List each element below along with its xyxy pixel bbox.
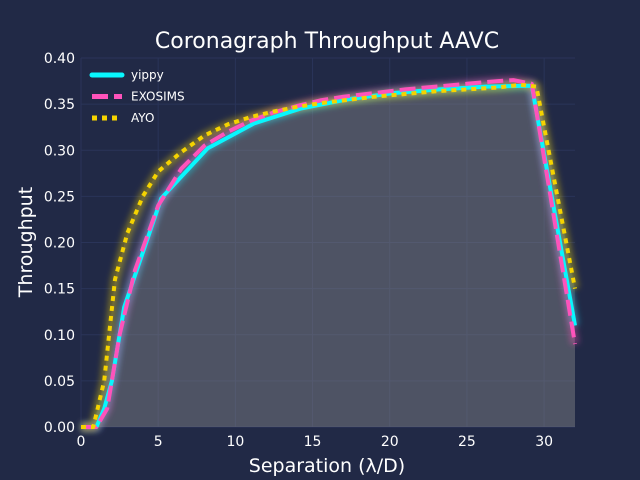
series-area-fill [81, 84, 575, 428]
x-tick-label: 20 [381, 434, 399, 450]
series-line-layer [81, 78, 577, 429]
chart-title: Coronagraph Throughput AAVC [155, 29, 499, 54]
x-tick-label: 10 [226, 434, 244, 450]
x-tick-label: 30 [535, 434, 553, 450]
x-axis-title: Separation (λ/D) [249, 455, 405, 477]
x-tick-label: 25 [458, 434, 476, 450]
y-tick-label: 0.00 [44, 420, 75, 436]
series-area-fill [81, 85, 575, 427]
area-fill-layer [81, 80, 575, 428]
y-tick-label: 0.40 [44, 51, 75, 67]
x-tick-label: 15 [304, 434, 322, 450]
legend: yippy EXOSIMS AYO [89, 68, 185, 125]
legend-label: yippy [131, 68, 164, 82]
series-line-exosims [81, 78, 577, 429]
y-tick-label: 0.25 [44, 189, 75, 205]
grid [80, 57, 575, 428]
series-area-fill [81, 80, 575, 427]
legend-label: AYO [131, 111, 154, 125]
x-tick-label: 0 [77, 434, 86, 450]
y-tick-label: 0.35 [44, 97, 75, 113]
y-tick-label: 0.20 [44, 236, 75, 252]
y-tick-label: 0.30 [44, 143, 75, 159]
y-axis-title: Throughput [15, 187, 37, 298]
legend-label: EXOSIMS [131, 90, 185, 104]
series-line-ayo [81, 82, 577, 429]
y-tick-label: 0.05 [44, 374, 75, 390]
y-tick-label: 0.10 [44, 328, 75, 344]
y-tick-label: 0.15 [44, 282, 75, 298]
tick-labels: 0 5 10 15 20 25 30 0.00 0.05 0.10 0.15 0.20 0.25 0.30… [44, 51, 553, 450]
x-tick-label: 5 [154, 434, 163, 450]
